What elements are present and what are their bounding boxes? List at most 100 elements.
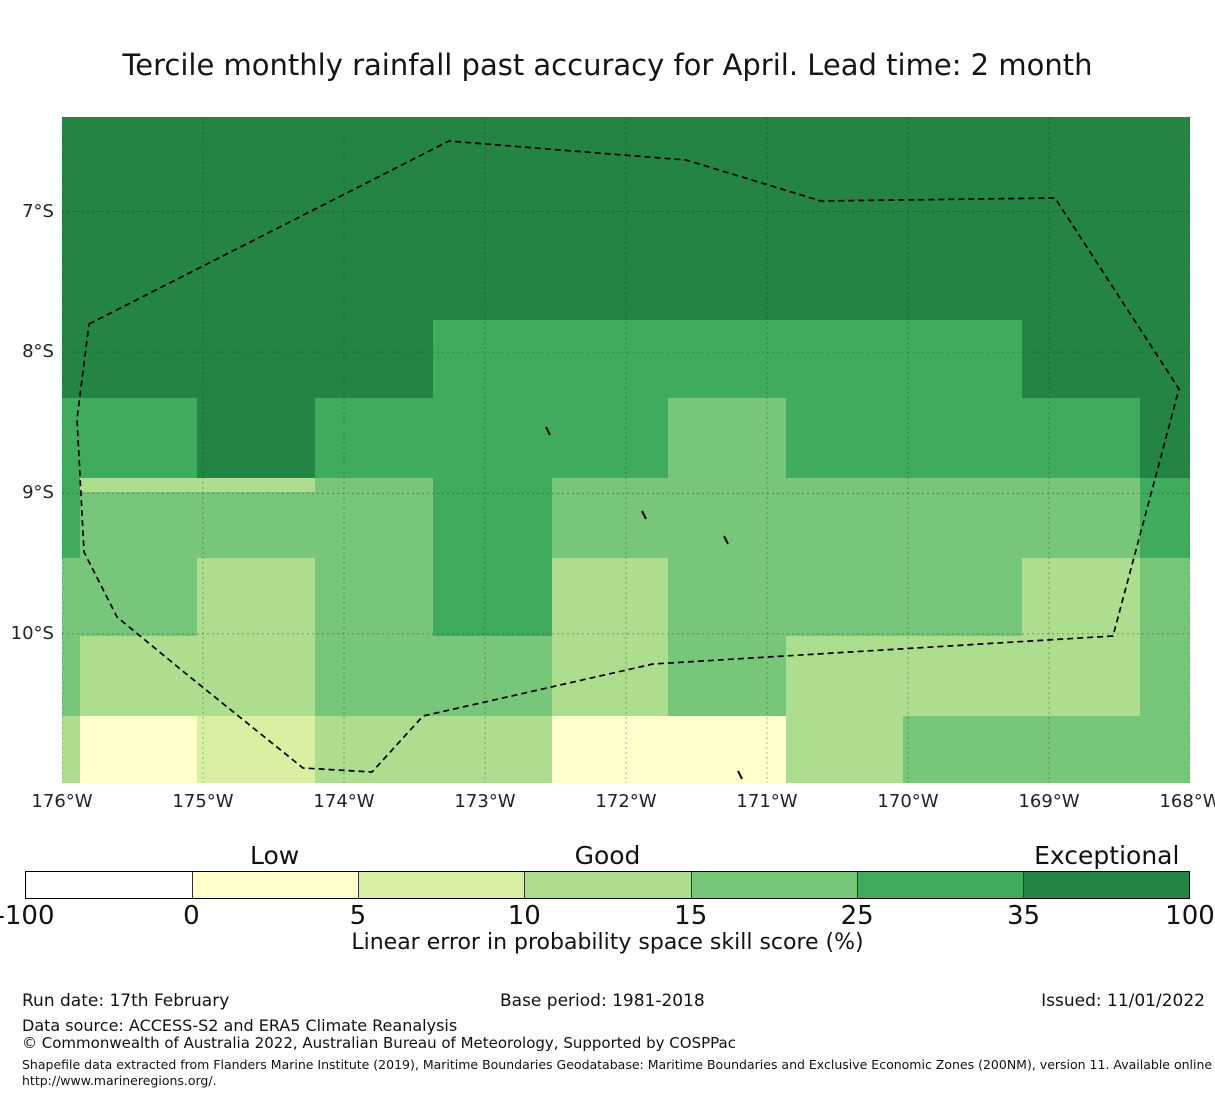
island-marks (545, 426, 743, 780)
map-cell (62, 117, 81, 165)
map-cell (1021, 557, 1141, 636)
map-cell (1140, 477, 1190, 558)
footer-base-period: Base period: 1981-2018 (500, 991, 705, 1011)
map-cell (62, 477, 81, 558)
map-overlay (62, 117, 1190, 783)
map-cell (314, 398, 434, 478)
footer-shapefile-note: Shapefile data extracted from Flanders M… (22, 1057, 1215, 1072)
map-cell (433, 635, 552, 716)
map-cell (314, 635, 434, 716)
map-cell (903, 715, 1022, 783)
map-cell (62, 635, 81, 716)
map-cell (667, 635, 787, 716)
map-cell (80, 117, 198, 165)
map-cell (551, 635, 668, 716)
colorbar-segment (192, 872, 359, 898)
colorbar-tick-label: 35 (1007, 901, 1041, 931)
map-cell (667, 242, 787, 321)
map-cell (903, 320, 1022, 399)
map-cell (1021, 635, 1141, 716)
island-mark (723, 535, 729, 545)
map-cell (80, 635, 198, 716)
map-cell (786, 715, 904, 783)
x-tick-label: 171°W (736, 791, 798, 812)
island-mark (737, 770, 743, 780)
map-cell (433, 320, 552, 399)
map-cell (786, 117, 904, 165)
map-cell (903, 477, 1022, 558)
colorbar-tick-label: 100 (1165, 901, 1215, 931)
y-tick-label: 9°S (22, 482, 54, 504)
colorbar-tick-label: 15 (674, 901, 708, 931)
x-tick-label: 176°W (31, 791, 93, 812)
map-cell (786, 557, 904, 636)
map-cell (1140, 117, 1190, 165)
map-cell (1140, 164, 1190, 243)
gridline-layer (62, 117, 1190, 783)
map-cell (1140, 635, 1190, 716)
map-cell (80, 242, 198, 321)
map-cell (314, 557, 434, 636)
map-cell (433, 477, 552, 558)
map-cell (62, 398, 81, 478)
map-cell (197, 635, 315, 716)
map-cell (667, 398, 787, 478)
map-cell (667, 164, 787, 243)
map-cell (1140, 715, 1190, 783)
map-cell (1021, 320, 1141, 399)
map-cell (197, 398, 315, 478)
map-cell (1021, 164, 1141, 243)
map-cell (903, 398, 1022, 478)
map-cell (433, 164, 552, 243)
colorbar-segment (1022, 872, 1189, 898)
colorbar-segment (856, 872, 1023, 898)
map-cell (80, 557, 198, 636)
map-cell (62, 715, 81, 783)
map-cell (1021, 715, 1141, 783)
map-cell (786, 242, 904, 321)
map-cell (667, 477, 787, 558)
y-tick-label: 8°S (22, 341, 54, 363)
x-tick-label: 173°W (454, 791, 516, 812)
footer-shapefile-url: http://www.marineregions.org/. (22, 1073, 217, 1088)
map-cell (433, 117, 552, 165)
map-cell (80, 164, 198, 243)
map-cell (314, 477, 434, 558)
footer-run-date: Run date: 17th February (22, 991, 230, 1011)
map-cell (903, 164, 1022, 243)
footer-copyright: © Commonwealth of Australia 2022, Austra… (22, 1034, 736, 1052)
map-cell (551, 164, 668, 243)
map-cell (62, 164, 81, 243)
x-tick-label: 169°W (1018, 791, 1080, 812)
map-cell (786, 164, 904, 243)
chart-title: Tercile monthly rainfall past accuracy f… (122, 48, 1093, 82)
map-cell (551, 242, 668, 321)
map-cell (903, 117, 1022, 165)
colorbar-tick-label: 5 (349, 901, 367, 931)
colorbar-tick-label: -100 (0, 901, 55, 931)
map-cell (197, 117, 315, 165)
map-cell (786, 477, 904, 558)
map-cell-patch (80, 477, 315, 492)
colorbar-class-label: Good (574, 841, 641, 870)
x-tick-label: 172°W (595, 791, 657, 812)
map-cell (314, 320, 434, 399)
island-mark (545, 426, 551, 436)
map-cell (62, 320, 81, 399)
map-cell (903, 242, 1022, 321)
map-cell (1021, 242, 1141, 321)
map-cell (80, 398, 198, 478)
colorbar-segment (26, 872, 193, 898)
map-patch-layer (62, 117, 1190, 783)
map-cell (551, 557, 668, 636)
x-tick-label: 170°W (877, 791, 939, 812)
map-cell (551, 715, 668, 783)
map-cell (197, 164, 315, 243)
map-cell (551, 477, 668, 558)
colorbar-class-label: Exceptional (1034, 841, 1180, 870)
map-cell (551, 398, 668, 478)
eez-boundary-outline (76, 140, 1180, 773)
map-cell (80, 320, 198, 399)
map-cell (667, 320, 787, 399)
